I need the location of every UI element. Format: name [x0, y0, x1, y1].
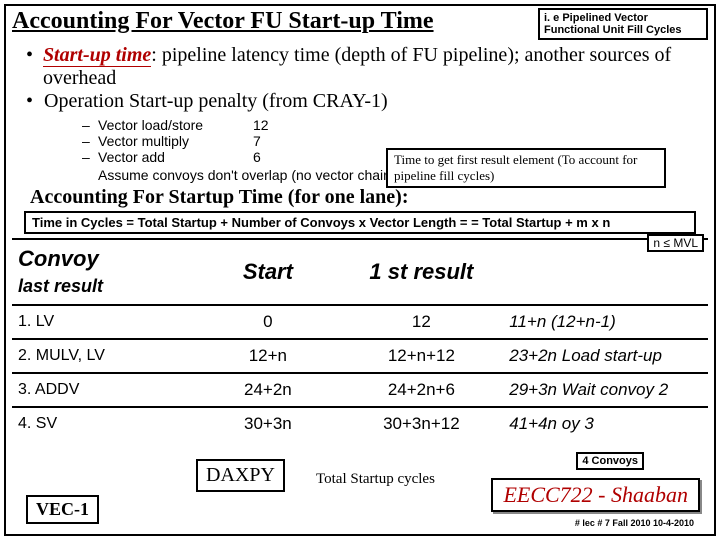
- cell-first: 12: [340, 305, 504, 339]
- mvl-note: n ≤ MVL: [647, 234, 704, 252]
- lecture-note: # lec # 7 Fall 2010 10-4-2010: [575, 518, 694, 528]
- cell-first: 24+2n+6: [340, 373, 504, 407]
- total-startup-label: Total Startup cycles: [316, 471, 435, 488]
- table-row: 2. MULV, LV 12+n 12+n+12 23+2n Load star…: [12, 339, 708, 373]
- cell-first: 12+n+12: [340, 339, 504, 373]
- table-row: 1. LV 0 12 11+n (12+n-1): [12, 305, 708, 339]
- cell-last: 11+n (12+n-1): [503, 305, 708, 339]
- sub-val: 6: [253, 149, 293, 165]
- cell-last: 29+3n Wait convoy 2: [503, 373, 708, 407]
- col-first-header: 1 st result: [340, 239, 504, 305]
- course-box: EECC722 - Shaaban: [491, 478, 700, 512]
- cell-conv: 2. MULV, LV: [12, 339, 196, 373]
- col-last-header-text: last result: [18, 276, 103, 296]
- cell-start: 30+3n: [196, 407, 339, 440]
- table-header-row: Convoy last result Start 1 st result: [12, 239, 708, 305]
- sub-val: 7: [253, 133, 293, 149]
- col-start-header: Start: [196, 239, 339, 305]
- cell-conv: 4. SV: [12, 407, 196, 440]
- cell-start: 0: [196, 305, 339, 339]
- sub-label: Vector load/store: [98, 117, 253, 133]
- startup-time-label: Start-up time: [43, 44, 151, 67]
- convoy-table: Convoy last result Start 1 st result 1. …: [12, 238, 708, 440]
- slide-frame: Accounting For Vector FU Start-up Time i…: [4, 4, 716, 536]
- bullet-mark: •: [26, 90, 44, 113]
- bullet-mark: •: [26, 44, 43, 90]
- acct-title: Accounting For Startup Time (for one lan…: [30, 186, 409, 209]
- bullet-2-text: Operation Start-up penalty (from CRAY-1): [44, 90, 388, 113]
- table-row: 4. SV 30+3n 30+3n+12 41+4n oy 3: [12, 407, 708, 440]
- cell-last: 41+4n oy 3: [503, 407, 708, 440]
- bullet-1-text: Start-up time: pipeline latency time (de…: [43, 44, 708, 90]
- sub-label: Vector add: [98, 149, 253, 165]
- dash: –: [82, 133, 98, 149]
- sub-label: Vector multiply: [98, 133, 253, 149]
- daxpy-box: DAXPY: [196, 459, 285, 492]
- cell-first: 30+3n+12: [340, 407, 504, 440]
- cell-conv: 3. ADDV: [12, 373, 196, 407]
- dash: –: [82, 117, 98, 133]
- formula-box: Time in Cycles = Total Startup + Number …: [24, 211, 696, 234]
- cell-start: 12+n: [196, 339, 339, 373]
- sub-row: – Vector load/store 12: [82, 117, 708, 133]
- time-note: Time to get first result element (To acc…: [386, 148, 666, 188]
- cell-last: 23+2n Load start-up: [503, 339, 708, 373]
- vec-label: VEC-1: [26, 495, 99, 524]
- table-row: 3. ADDV 24+2n 24+2n+6 29+3n Wait convoy …: [12, 373, 708, 407]
- main-title: Accounting For Vector FU Start-up Time: [12, 8, 534, 35]
- cell-start: 24+2n: [196, 373, 339, 407]
- four-convoys-box: 4 Convoys: [576, 452, 644, 470]
- bullet-1: • Start-up time: pipeline latency time (…: [26, 44, 708, 90]
- col-convoy-header: Convoy last result: [12, 239, 196, 305]
- col-convoy-header-text: Convoy: [18, 246, 99, 271]
- title-row: Accounting For Vector FU Start-up Time i…: [12, 8, 708, 40]
- dash: –: [82, 149, 98, 165]
- sub-val: 12: [253, 117, 293, 133]
- bullet-2: • Operation Start-up penalty (from CRAY-…: [26, 90, 708, 113]
- bullet-list: • Start-up time: pipeline latency time (…: [26, 44, 708, 113]
- title-note: i. e Pipelined Vector Functional Unit Fi…: [538, 8, 708, 40]
- cell-conv: 1. LV: [12, 305, 196, 339]
- sub-row: – Vector multiply 7: [82, 133, 708, 149]
